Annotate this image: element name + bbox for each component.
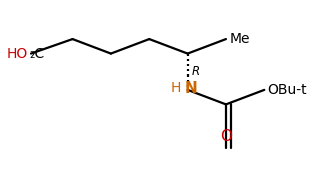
Text: Me: Me (229, 32, 250, 46)
Text: O: O (220, 129, 232, 144)
Text: H: H (171, 81, 181, 95)
Text: R: R (192, 65, 200, 78)
Text: N: N (184, 81, 197, 96)
Text: OBu-t: OBu-t (267, 83, 307, 97)
Text: ₂C: ₂C (29, 47, 45, 61)
Text: HO: HO (7, 47, 28, 61)
